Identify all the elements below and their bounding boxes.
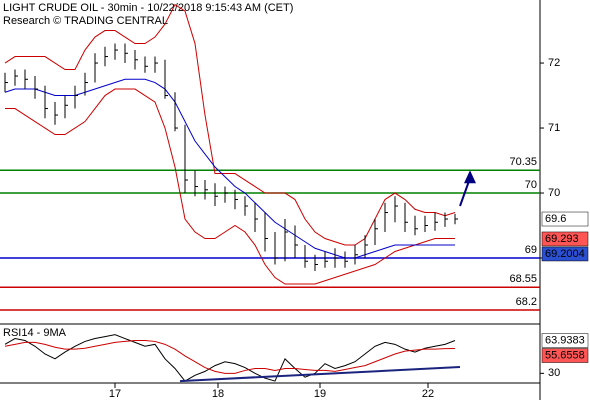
- x-tick-label: 18: [212, 388, 224, 400]
- price-tag-label: 69.293: [545, 233, 579, 245]
- level-label: 68.2: [516, 296, 537, 308]
- bollinger-lower: [5, 88, 455, 285]
- rsi-line: [4, 339, 456, 374]
- arrow-head: [464, 170, 476, 184]
- y-tick-label: 70: [548, 187, 560, 199]
- price-tag-label: 69.2004: [545, 248, 585, 260]
- rsi-title: RSI14 - 9MA: [3, 327, 67, 339]
- level-label: 68.55: [509, 273, 537, 285]
- price-tag-label: 63.9383: [545, 334, 585, 346]
- price-tag: [541, 246, 589, 262]
- moving-average: [4, 78, 455, 259]
- price-tag: [541, 211, 589, 227]
- level-label: 70: [525, 179, 537, 191]
- y-tick-label: 71: [548, 122, 560, 134]
- bollinger-upper: [4, 3, 456, 246]
- chart-subtitle: Research © TRADING CENTRAL: [3, 15, 168, 27]
- x-tick-label: 22: [422, 388, 434, 400]
- chart-title: LIGHT CRUDE OIL - 30min - 10/22/2018 9:1…: [3, 2, 293, 14]
- rsi-line: [4, 334, 456, 382]
- price-tag-label: 69.6: [545, 213, 566, 225]
- level-label: 69: [525, 244, 537, 256]
- y-tick-label: 72: [548, 57, 560, 69]
- rsi-trendline: [179, 366, 461, 383]
- price-tag-label: 55.6558: [545, 349, 585, 361]
- level-label: 70.35: [509, 156, 537, 168]
- price-tag: [541, 231, 589, 247]
- x-tick-label: 17: [109, 388, 121, 400]
- y-tick-label: 30: [548, 367, 560, 379]
- x-tick-label: 19: [314, 388, 326, 400]
- price-tag: [541, 333, 589, 348]
- price-tag: [541, 348, 589, 363]
